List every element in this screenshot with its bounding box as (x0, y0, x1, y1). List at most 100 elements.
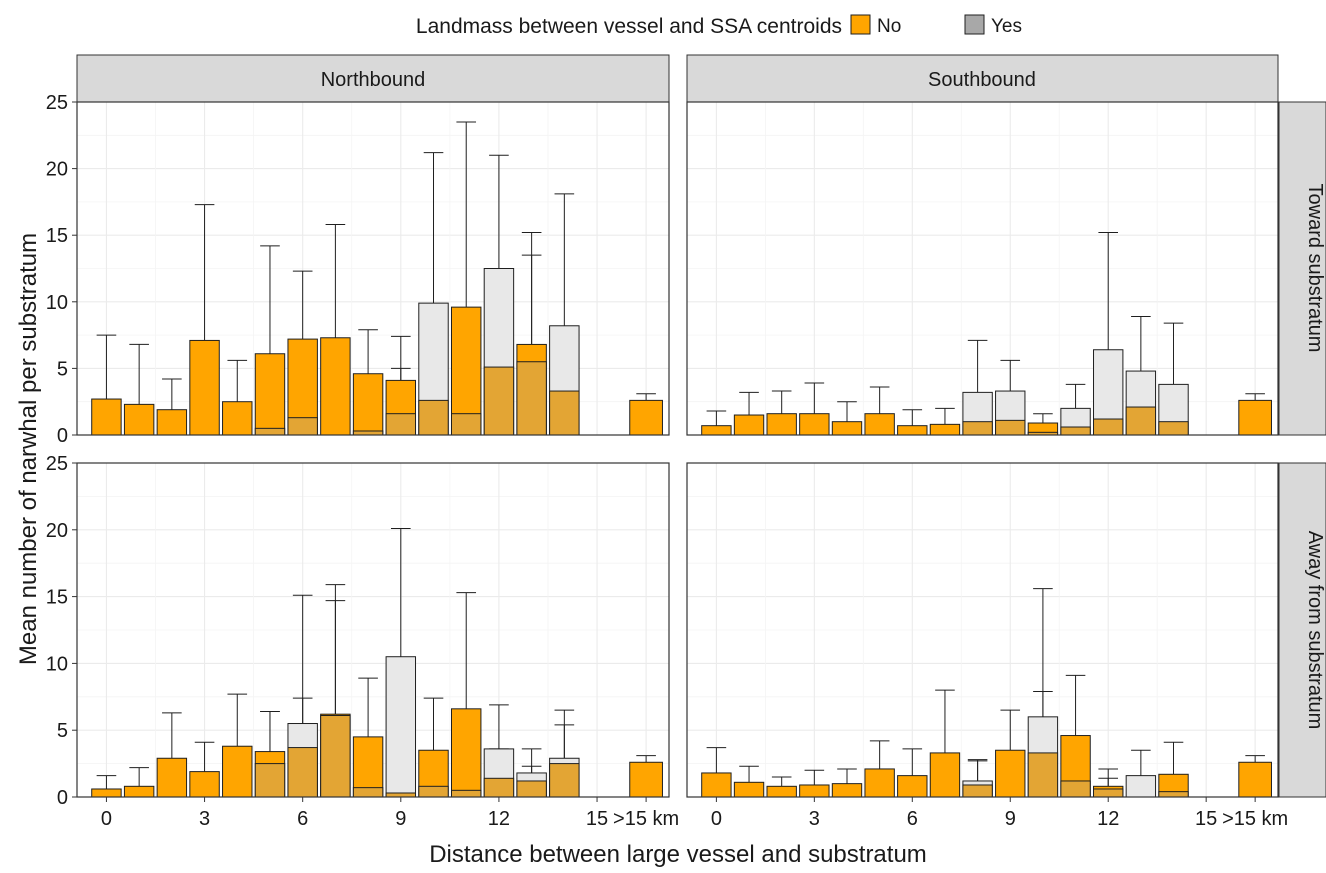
bars (701, 232, 1272, 436)
bar-no (864, 768, 895, 798)
panel-north-away (76, 462, 670, 798)
x-tick-label: 9 (395, 808, 406, 830)
legend: Landmass between vessel and SSA centroid… (416, 14, 1022, 38)
bar-overlap (1158, 791, 1189, 798)
y-tick-label: 10 (46, 292, 68, 314)
panel-border (76, 462, 670, 798)
legend-swatch-yes (964, 14, 985, 35)
bar-no (897, 425, 928, 436)
strip-southbound-label: Southbound (928, 69, 1036, 91)
x-tick-label: 9 (1005, 808, 1016, 830)
x-tick-label: >15 km (1222, 808, 1288, 830)
bar-no (831, 421, 863, 436)
bar-overlap (516, 361, 547, 436)
x-tick-label: 12 (1097, 808, 1119, 830)
y-tick-label: 0 (57, 425, 68, 447)
bar-no (91, 788, 122, 798)
bar-overlap (516, 780, 547, 798)
bar-no (701, 425, 732, 436)
legend-title: Landmass between vessel and SSA centroid… (416, 15, 842, 38)
bar-overlap (1093, 788, 1124, 798)
bar-overlap (352, 787, 384, 798)
bar-no (831, 783, 863, 798)
bar-inf (1238, 761, 1272, 798)
bar-overlap (1027, 752, 1059, 798)
bar-no (733, 781, 765, 798)
x-tick-label: 12 (488, 808, 510, 830)
bar-overlap (1060, 780, 1091, 798)
x-tick-label: 15 (1195, 808, 1217, 830)
bar-no (156, 757, 188, 798)
strip-northbound: Northbound (76, 54, 670, 103)
y-tick-label: 15 (46, 225, 68, 247)
legend-label-yes: Yes (991, 16, 1022, 37)
bar-inf (629, 761, 663, 798)
bar-inf (1238, 399, 1272, 436)
bar-yes (385, 656, 417, 798)
bar-overlap (483, 777, 515, 798)
bar-overlap (287, 747, 318, 798)
x-tick-label: 0 (711, 808, 722, 830)
y-tick-label: 20 (46, 520, 68, 542)
bar-overlap (320, 715, 351, 798)
bar-no (320, 337, 351, 436)
bar-no (91, 398, 122, 436)
bar-overlap (483, 366, 515, 436)
bar-overlap (962, 784, 993, 798)
bar-no (733, 414, 765, 436)
bar-overlap (450, 413, 482, 436)
x-tick-label: >15 km (613, 808, 679, 830)
bar-yes (1125, 775, 1157, 798)
strip-toward-label: Toward substratum (1304, 184, 1326, 353)
bar-no (123, 785, 155, 798)
y-tick-label: 25 (46, 92, 68, 114)
panel-north-toward (76, 101, 670, 436)
y-tick-label: 10 (46, 653, 68, 675)
strip-toward: Toward substratum (1278, 101, 1326, 436)
bar-overlap (549, 390, 580, 436)
panel-south-away (686, 462, 1279, 798)
bar-no (189, 771, 220, 798)
bar-overlap (1158, 421, 1189, 436)
panel-border (686, 101, 1279, 436)
bar-overlap (450, 789, 482, 798)
bar-overlap (1093, 418, 1124, 436)
bar-no (799, 413, 830, 436)
bar-no (897, 775, 928, 798)
bar-no (222, 745, 253, 798)
bar-overlap (254, 763, 286, 798)
y-tick-label: 20 (46, 159, 68, 181)
bar-no (701, 772, 732, 798)
x-tick-label: 0 (101, 808, 112, 830)
panel-south-toward (686, 101, 1279, 436)
bar-no (766, 413, 797, 436)
y-tick-label: 0 (57, 787, 68, 809)
legend-label-no: No (877, 16, 901, 37)
y-tick-label: 15 (46, 587, 68, 609)
y-axis-title: Mean number of narwhal per substratum (15, 233, 42, 665)
bar-no (450, 708, 482, 798)
y-tick-label: 5 (57, 720, 68, 742)
bar-no (352, 373, 384, 436)
bar-overlap (254, 427, 286, 436)
bar-no (189, 339, 220, 436)
bar-overlap (418, 785, 449, 798)
bar-overlap (962, 421, 993, 436)
strip-away-label: Away from substratum (1304, 531, 1326, 730)
y-tick-label: 5 (57, 358, 68, 380)
bar-no (799, 784, 830, 798)
strip-southbound: Southbound (686, 54, 1279, 103)
panel-border (76, 101, 670, 436)
bar-overlap (287, 417, 318, 436)
panel-border (686, 462, 1279, 798)
x-tick-label: 3 (199, 808, 210, 830)
bar-overlap (549, 763, 580, 798)
bar-overlap (385, 413, 417, 436)
bars (701, 588, 1272, 798)
bar-no (766, 785, 797, 798)
bar-no (929, 752, 961, 798)
bar-overlap (385, 792, 417, 798)
bar-no (864, 413, 895, 436)
